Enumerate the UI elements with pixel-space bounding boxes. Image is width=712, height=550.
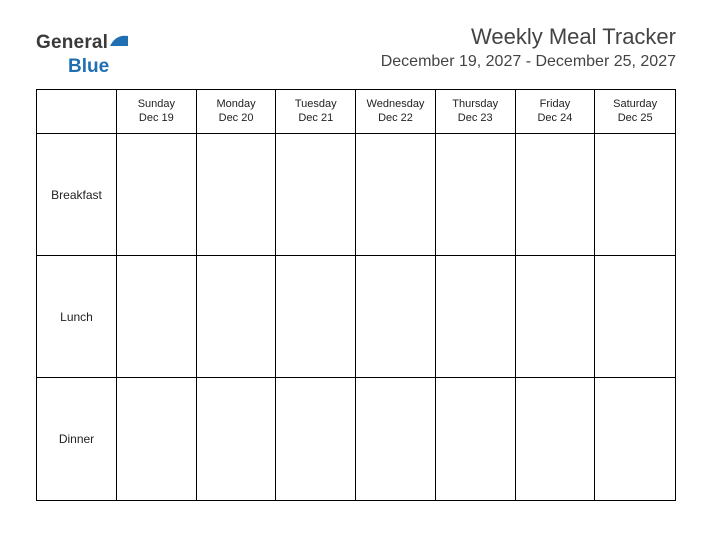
row-head-lunch: Lunch [37, 256, 117, 378]
meal-cell[interactable] [356, 378, 436, 500]
meal-cell[interactable] [595, 378, 675, 500]
meal-cell[interactable] [276, 256, 356, 378]
col-date: Dec 24 [537, 112, 572, 126]
meal-cell[interactable] [516, 134, 596, 256]
logo-swoosh-icon [110, 34, 128, 53]
header: General Weekly Meal Tracker December 19,… [36, 24, 676, 71]
col-date: Dec 22 [378, 112, 413, 126]
col-day: Monday [216, 98, 255, 112]
col-head-sun: SundayDec 19 [117, 90, 197, 134]
meal-cell[interactable] [595, 134, 675, 256]
col-date: Dec 21 [298, 112, 333, 126]
col-date: Dec 19 [139, 112, 174, 126]
col-day: Thursday [452, 98, 498, 112]
col-day: Friday [540, 98, 571, 112]
table-corner [37, 90, 117, 134]
row-head-dinner: Dinner [37, 378, 117, 500]
meal-cell[interactable] [197, 378, 277, 500]
col-day: Saturday [613, 98, 657, 112]
meal-cell[interactable] [516, 256, 596, 378]
col-head-tue: TuesdayDec 21 [276, 90, 356, 134]
col-day: Sunday [138, 98, 175, 112]
col-date: Dec 20 [219, 112, 254, 126]
row-head-breakfast: Breakfast [37, 134, 117, 256]
meal-cell[interactable] [356, 256, 436, 378]
col-head-fri: FridayDec 24 [516, 90, 596, 134]
col-head-sat: SaturdayDec 25 [595, 90, 675, 134]
meal-cell[interactable] [197, 256, 277, 378]
col-date: Dec 25 [618, 112, 653, 126]
meal-cell[interactable] [436, 256, 516, 378]
meal-cell[interactable] [276, 378, 356, 500]
col-day: Wednesday [367, 98, 425, 112]
col-date: Dec 23 [458, 112, 493, 126]
meal-cell[interactable] [516, 378, 596, 500]
meal-cell[interactable] [117, 378, 197, 500]
meal-cell[interactable] [197, 134, 277, 256]
logo-line2: Blue [66, 48, 109, 78]
meal-cell[interactable] [595, 256, 675, 378]
meal-cell[interactable] [117, 134, 197, 256]
meal-cell[interactable] [356, 134, 436, 256]
meal-cell[interactable] [117, 256, 197, 378]
col-head-thu: ThursdayDec 23 [436, 90, 516, 134]
date-range: December 19, 2027 - December 25, 2027 [381, 53, 676, 71]
meal-cell[interactable] [276, 134, 356, 256]
meal-tracker-table: SundayDec 19 MondayDec 20 TuesdayDec 21 … [36, 89, 676, 501]
meal-cell[interactable] [436, 134, 516, 256]
page-title: Weekly Meal Tracker [381, 24, 676, 50]
col-day: Tuesday [295, 98, 337, 112]
col-head-wed: WednesdayDec 22 [356, 90, 436, 134]
title-block: Weekly Meal Tracker December 19, 2027 - … [381, 24, 676, 71]
col-head-mon: MondayDec 20 [197, 90, 277, 134]
logo-word-2: Blue [68, 56, 109, 78]
meal-cell[interactable] [436, 378, 516, 500]
